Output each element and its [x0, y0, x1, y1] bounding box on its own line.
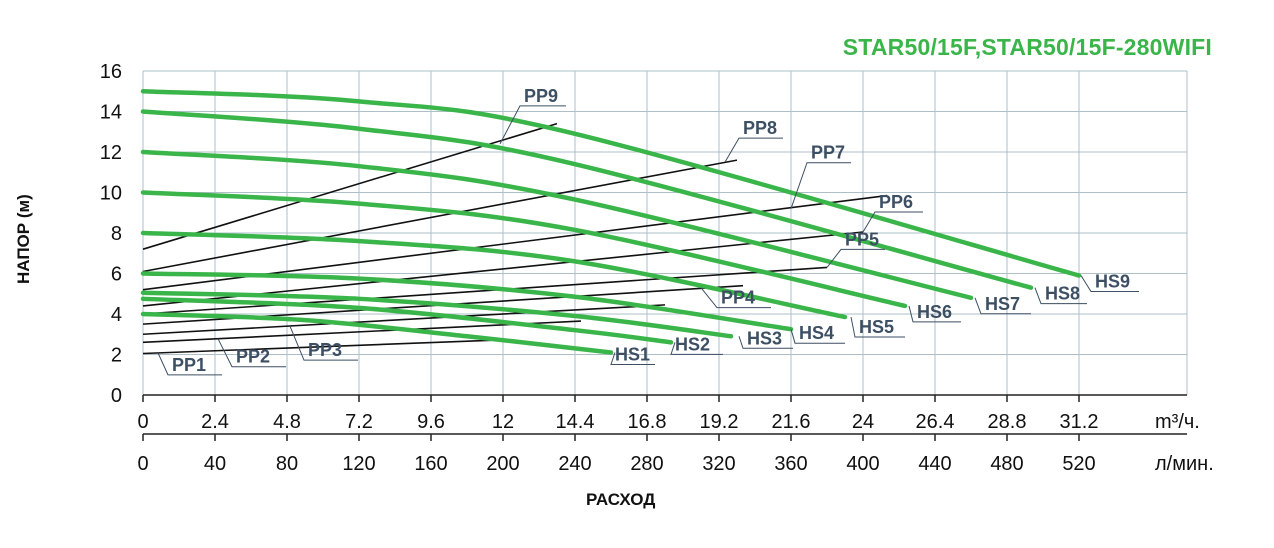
curve-label-hs8: HS8 [1045, 284, 1080, 304]
y-tick-label: 8 [111, 223, 122, 245]
curve-label-pp3: PP3 [308, 340, 342, 360]
x-tick-label: 31.2 [1060, 411, 1099, 433]
label-leader-hs2 [670, 342, 723, 355]
pump-curve-hs4 [140, 271, 794, 332]
x-tick-label-secondary: 120 [342, 453, 375, 475]
x-tick-label: 21.6 [772, 411, 811, 433]
label-leader-hs8 [1034, 287, 1087, 305]
y-tick-label: 0 [111, 385, 122, 407]
x-tick-label-secondary: 480 [990, 453, 1023, 475]
x-tick-label-secondary: 520 [1062, 453, 1095, 475]
x-tick-label-secondary: 400 [846, 453, 879, 475]
curve-label-hs6: HS6 [917, 302, 952, 322]
curve-label-pp5: PP5 [845, 229, 879, 249]
x-tick-label: 16.8 [628, 411, 667, 433]
pump-curve-hs5 [140, 230, 848, 320]
x-tick-label: 2.4 [201, 411, 229, 433]
x-tick-label-secondary: 40 [204, 453, 226, 475]
label-leader-pp1 [157, 352, 222, 376]
y-tick-label: 16 [100, 61, 122, 83]
x-tick-label-secondary: 160 [414, 453, 447, 475]
system-curve-pp3 [142, 304, 666, 336]
curve-label-pp9: PP9 [524, 86, 558, 106]
x-tick-label-secondary: 440 [918, 453, 951, 475]
x-tick-label: 19.2 [700, 411, 739, 433]
x-tick-label: 28.8 [988, 411, 1027, 433]
x-tick-label-secondary: 320 [702, 453, 735, 475]
curve-label-pp2: PP2 [236, 347, 270, 367]
x-tick-label: 12 [492, 411, 514, 433]
label-leader-pp3 [289, 325, 358, 361]
pump-curve-hs6 [140, 190, 908, 309]
x-tick-label: 0 [137, 411, 148, 433]
x-tick-label: 14.4 [556, 411, 595, 433]
y-tick-label: 6 [111, 264, 122, 286]
pump-curve-hs7 [140, 149, 974, 301]
label-leader-hs5 [850, 316, 905, 338]
label-leader-pp2 [217, 338, 286, 368]
pump-curve-hs8 [140, 109, 1034, 290]
curve-label-pp7: PP7 [811, 143, 845, 163]
curve-label-hs4: HS4 [799, 323, 834, 343]
label-leader-hs9 [1080, 275, 1139, 293]
system-curve-pp5 [142, 266, 828, 315]
curve-label-hs3: HS3 [747, 328, 782, 348]
curve-label-hs2: HS2 [675, 334, 710, 354]
label-leader-pp4 [700, 287, 771, 309]
system-curve-pp1 [142, 339, 492, 355]
pump-curve-hs1 [140, 311, 614, 355]
y-tick-label: 10 [100, 183, 122, 205]
label-leader-pp6 [862, 211, 923, 233]
curve-label-hs9: HS9 [1095, 272, 1130, 292]
x-tick-label-secondary: 240 [558, 453, 591, 475]
x-tick-label: 26.4 [916, 411, 955, 433]
label-leader-pp8 [724, 137, 783, 163]
label-leader-pp5 [826, 248, 885, 268]
x-tick-label-secondary: 280 [630, 453, 663, 475]
x-tick-label: 9.6 [417, 411, 445, 433]
y-tick-label: 12 [100, 142, 122, 164]
x-unit-secondary: л/мин. [1155, 453, 1214, 475]
curve-label-hs7: HS7 [985, 294, 1020, 314]
label-leader-hs4 [790, 329, 845, 344]
label-leader-hs1 [610, 352, 655, 365]
curve-label-pp1: PP1 [172, 355, 206, 375]
y-tick-label: 14 [100, 102, 122, 124]
x-axis-label: РАСХОД [586, 490, 656, 509]
x-tick-label: 4.8 [273, 411, 301, 433]
label-leader-hs7 [974, 297, 1031, 315]
x-tick-label-secondary: 80 [276, 453, 298, 475]
y-tick-label: 4 [111, 304, 122, 326]
x-tick-label-secondary: 0 [137, 453, 148, 475]
x-tick-label-secondary: 200 [486, 453, 519, 475]
label-leader-pp7 [790, 162, 851, 209]
label-leader-hs6 [908, 305, 961, 323]
x-tick-label: 7.2 [345, 411, 373, 433]
y-tick-label: 2 [111, 345, 122, 367]
x-tick-label: 24 [852, 411, 874, 433]
label-leader-hs3 [738, 336, 793, 349]
curve-label-pp6: PP6 [879, 192, 913, 212]
system-curve-pp9 [142, 122, 558, 250]
curve-label-hs1: HS1 [615, 344, 650, 364]
label-leader-pp9 [499, 105, 566, 145]
x-unit-primary: m³/ч. [1155, 411, 1200, 433]
pump-curve-hs3 [140, 290, 734, 339]
pump-curve-hs2 [140, 296, 674, 345]
chart-title: STAR50/15F,STAR50/15F-280WIFI [842, 34, 1212, 60]
curve-label-hs5: HS5 [859, 317, 894, 337]
curve-label-pp4: PP4 [721, 288, 755, 308]
x-tick-label-secondary: 360 [774, 453, 807, 475]
curve-label-pp8: PP8 [743, 118, 777, 138]
pump-curve-hs9 [140, 89, 1082, 278]
